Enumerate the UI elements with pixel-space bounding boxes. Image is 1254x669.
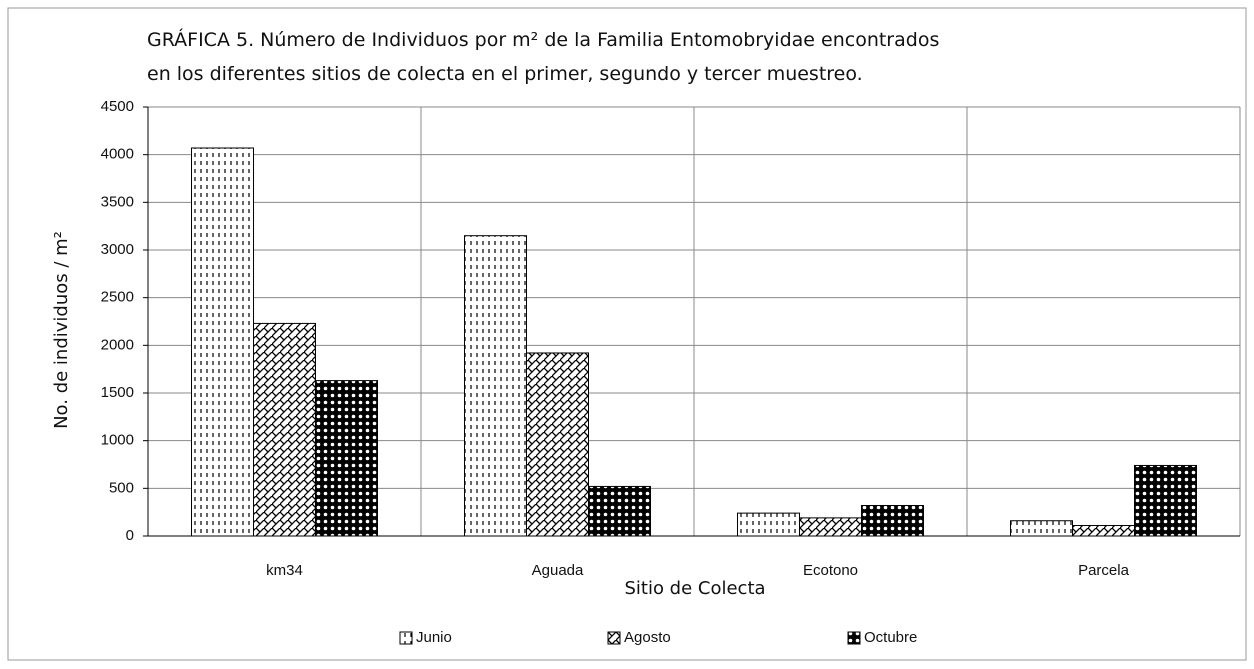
y-tick-label: 1500 xyxy=(101,384,134,401)
x-tick-label: Ecotono xyxy=(803,562,858,579)
y-tick-label: 4000 xyxy=(101,146,134,163)
y-tick-label: 3500 xyxy=(101,193,134,210)
x-tick-label: Parcela xyxy=(1078,562,1130,579)
y-tick-label: 1000 xyxy=(101,432,134,449)
bar xyxy=(526,352,589,537)
y-tick-label: 3000 xyxy=(101,241,134,258)
legend-swatch xyxy=(847,631,861,645)
y-tick-label: 4500 xyxy=(101,98,134,115)
y-tick-label: 2000 xyxy=(101,336,134,353)
y-axis-title: No. de individuos / m² xyxy=(51,231,72,429)
bar xyxy=(737,512,800,537)
frame xyxy=(7,7,1247,661)
bar xyxy=(315,380,378,537)
x-tick-label: Aguada xyxy=(532,562,584,579)
legend-swatch xyxy=(399,631,413,645)
y-tick-label: 500 xyxy=(109,479,134,496)
bar xyxy=(799,517,862,537)
legend-swatch xyxy=(607,631,621,645)
x-tick-label: km34 xyxy=(266,562,303,579)
y-tick-label: 2500 xyxy=(101,289,134,306)
bar xyxy=(861,504,924,537)
chart-title: GRÁFICA 5. Número de Individuos por m² d… xyxy=(147,28,939,51)
chart-title: en los diferentes sitios de colecta en e… xyxy=(147,63,863,85)
bar xyxy=(1134,464,1197,537)
bar xyxy=(588,485,651,537)
legend-label: Octubre xyxy=(864,629,917,646)
legend-label: Junio xyxy=(416,629,452,646)
bar xyxy=(464,235,527,537)
bar xyxy=(1010,520,1073,537)
bar xyxy=(191,147,254,537)
bar xyxy=(1072,525,1135,537)
legend-label: Agosto xyxy=(624,629,671,646)
bar xyxy=(253,322,316,537)
y-tick-label: 0 xyxy=(126,527,134,544)
x-axis-title: Sitio de Colecta xyxy=(624,578,765,599)
